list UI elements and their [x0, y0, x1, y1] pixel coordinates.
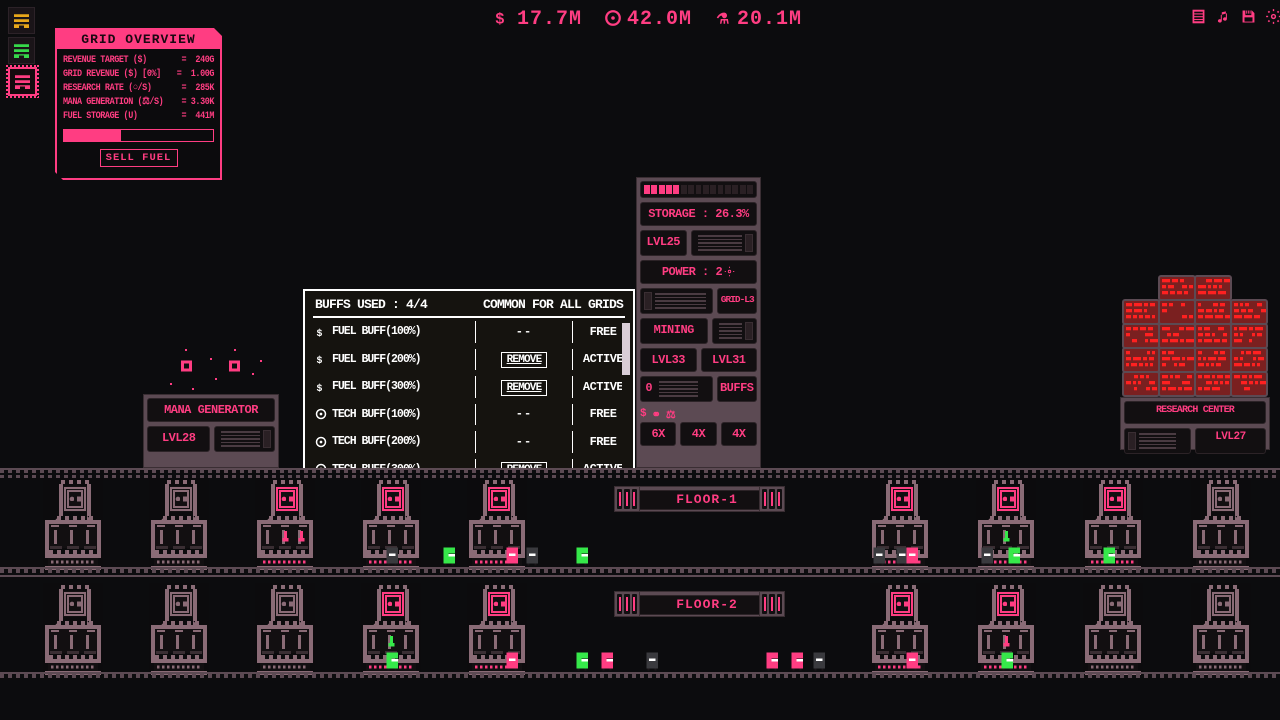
svg-text:$: $: [317, 328, 323, 338]
svg-text:$: $: [317, 355, 323, 365]
svg-text:$: $: [495, 10, 506, 26]
svg-text:⚗: ⚗: [716, 11, 730, 26]
svg-text:$: $: [317, 383, 323, 393]
